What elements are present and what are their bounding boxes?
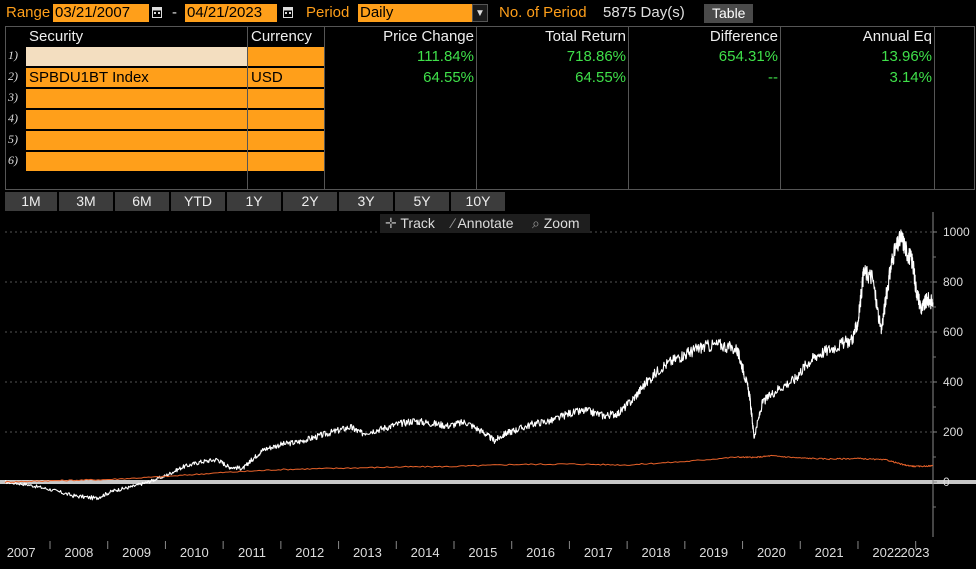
zoom-tool[interactable]: ⌕ Zoom — [532, 214, 580, 233]
x-tick-label: 2023 — [901, 545, 930, 560]
track-label: Track — [400, 215, 435, 231]
x-tick-label: 2022 — [872, 545, 901, 560]
y-tick-label: 0 — [943, 475, 950, 489]
row-number: 1) — [8, 48, 18, 62]
chart-tools: ✛ Track ∕ Annotate ⌕ Zoom — [380, 214, 590, 233]
price-change-value: 64.55% — [423, 69, 474, 86]
num-period-value: 5875 Day(s) — [603, 4, 685, 21]
annual-eq-value: 3.14% — [889, 69, 932, 86]
security-input[interactable] — [26, 152, 247, 171]
security-input[interactable] — [26, 89, 247, 108]
series-line-security-1 — [5, 229, 934, 501]
header-price-change: Price Change — [383, 28, 474, 45]
period-button-3y[interactable]: 3Y — [339, 192, 393, 211]
range-label: Range — [6, 4, 51, 21]
header-currency: Currency — [251, 28, 312, 45]
range-dash: - — [172, 4, 177, 21]
period-button-1y[interactable]: 1Y — [227, 192, 281, 211]
x-tick-label: 2014 — [411, 545, 440, 560]
y-tick-label: 600 — [943, 325, 963, 339]
x-tick-label: 2013 — [353, 545, 382, 560]
pencil-icon: ∕ — [452, 215, 455, 231]
x-tick-label: 2016 — [526, 545, 555, 560]
series-line-spbdu1bt — [4, 454, 934, 483]
total-return-value: 64.55% — [575, 69, 626, 86]
calendar-icon[interactable] — [283, 6, 295, 20]
end-date-input[interactable]: 04/21/2023 — [185, 4, 277, 22]
difference-value: 654.31% — [718, 48, 778, 65]
x-tick-label: 2011 — [238, 545, 266, 560]
annual-eq-value: 13.96% — [881, 48, 932, 65]
currency-input[interactable] — [248, 47, 324, 66]
period-button-5y[interactable]: 5Y — [395, 192, 449, 211]
currency-input[interactable] — [248, 110, 324, 129]
x-tick-label: 2019 — [699, 545, 728, 560]
x-tick-label: 2008 — [64, 545, 93, 560]
currency-input[interactable] — [248, 152, 324, 171]
header-annual-eq: Annual Eq — [862, 28, 932, 45]
crosshair-icon: ✛ — [385, 215, 397, 231]
row-number: 5) — [8, 132, 18, 146]
row-number: 2) — [8, 69, 18, 83]
x-tick-label: 2021 — [815, 545, 844, 560]
row-number: 3) — [8, 90, 18, 104]
security-input[interactable] — [26, 131, 247, 150]
num-period-label: No. of Period — [499, 4, 587, 21]
row-number: 6) — [8, 153, 18, 167]
y-tick-label: 1000 — [943, 225, 970, 239]
currency-input[interactable]: USD — [248, 68, 324, 87]
x-tick-label: 2017 — [584, 545, 613, 560]
security-input[interactable] — [26, 47, 247, 66]
x-tick-label: 2012 — [295, 545, 324, 560]
y-tick-label: 800 — [943, 275, 963, 289]
row-number: 4) — [8, 111, 18, 125]
annotate-label: Annotate — [457, 215, 514, 231]
period-button-1m[interactable]: 1M — [5, 192, 57, 211]
x-tick-label: 2010 — [180, 545, 209, 560]
header-security: Security — [29, 28, 84, 45]
price-chart[interactable]: 1000 800 600 400 200 0 2007 2008 2009 2010 2011 20… — [0, 212, 976, 569]
x-tick-label: 2020 — [757, 545, 786, 560]
period-label: Period — [306, 4, 350, 21]
period-button-ytd[interactable]: YTD — [171, 192, 225, 211]
chevron-down-icon[interactable]: ▼ — [472, 4, 488, 22]
magnifier-icon: ⌕ — [532, 215, 540, 231]
x-tick-label: 2018 — [642, 545, 671, 560]
difference-value: -- — [768, 69, 778, 86]
price-change-value: 111.84% — [417, 48, 474, 65]
track-tool[interactable]: ✛ Track — [385, 214, 435, 233]
period-select[interactable]: Daily — [358, 4, 472, 22]
x-tick-label: 2015 — [468, 545, 497, 560]
currency-input[interactable] — [248, 131, 324, 150]
period-button-2y[interactable]: 2Y — [283, 192, 337, 211]
y-tick-label: 400 — [943, 375, 963, 389]
top-toolbar: Range 03/21/2007 - 04/21/2023 Period Dai… — [0, 0, 976, 26]
security-input[interactable] — [26, 110, 247, 129]
header-difference: Difference — [709, 28, 778, 45]
currency-input[interactable] — [248, 89, 324, 108]
period-button-10y[interactable]: 10Y — [451, 192, 505, 211]
header-total-return: Total Return — [545, 28, 626, 45]
total-return-value: 718.86% — [566, 48, 626, 65]
start-date-input[interactable]: 03/21/2007 — [53, 4, 149, 22]
calendar-icon[interactable] — [152, 6, 164, 20]
y-tick-label: 200 — [943, 425, 963, 439]
annotate-tool[interactable]: ∕ Annotate — [452, 214, 514, 233]
security-input[interactable]: SPBDU1BT Index — [26, 68, 247, 87]
period-button-6m[interactable]: 6M — [115, 192, 169, 211]
zoom-label: Zoom — [543, 215, 580, 231]
x-tick-label: 2007 — [7, 545, 36, 560]
table-button[interactable]: Table — [704, 4, 754, 23]
period-button-3m[interactable]: 3M — [59, 192, 113, 211]
x-tick-label: 2009 — [122, 545, 151, 560]
security-table: Security Currency Price Change Total Ret… — [5, 26, 975, 190]
